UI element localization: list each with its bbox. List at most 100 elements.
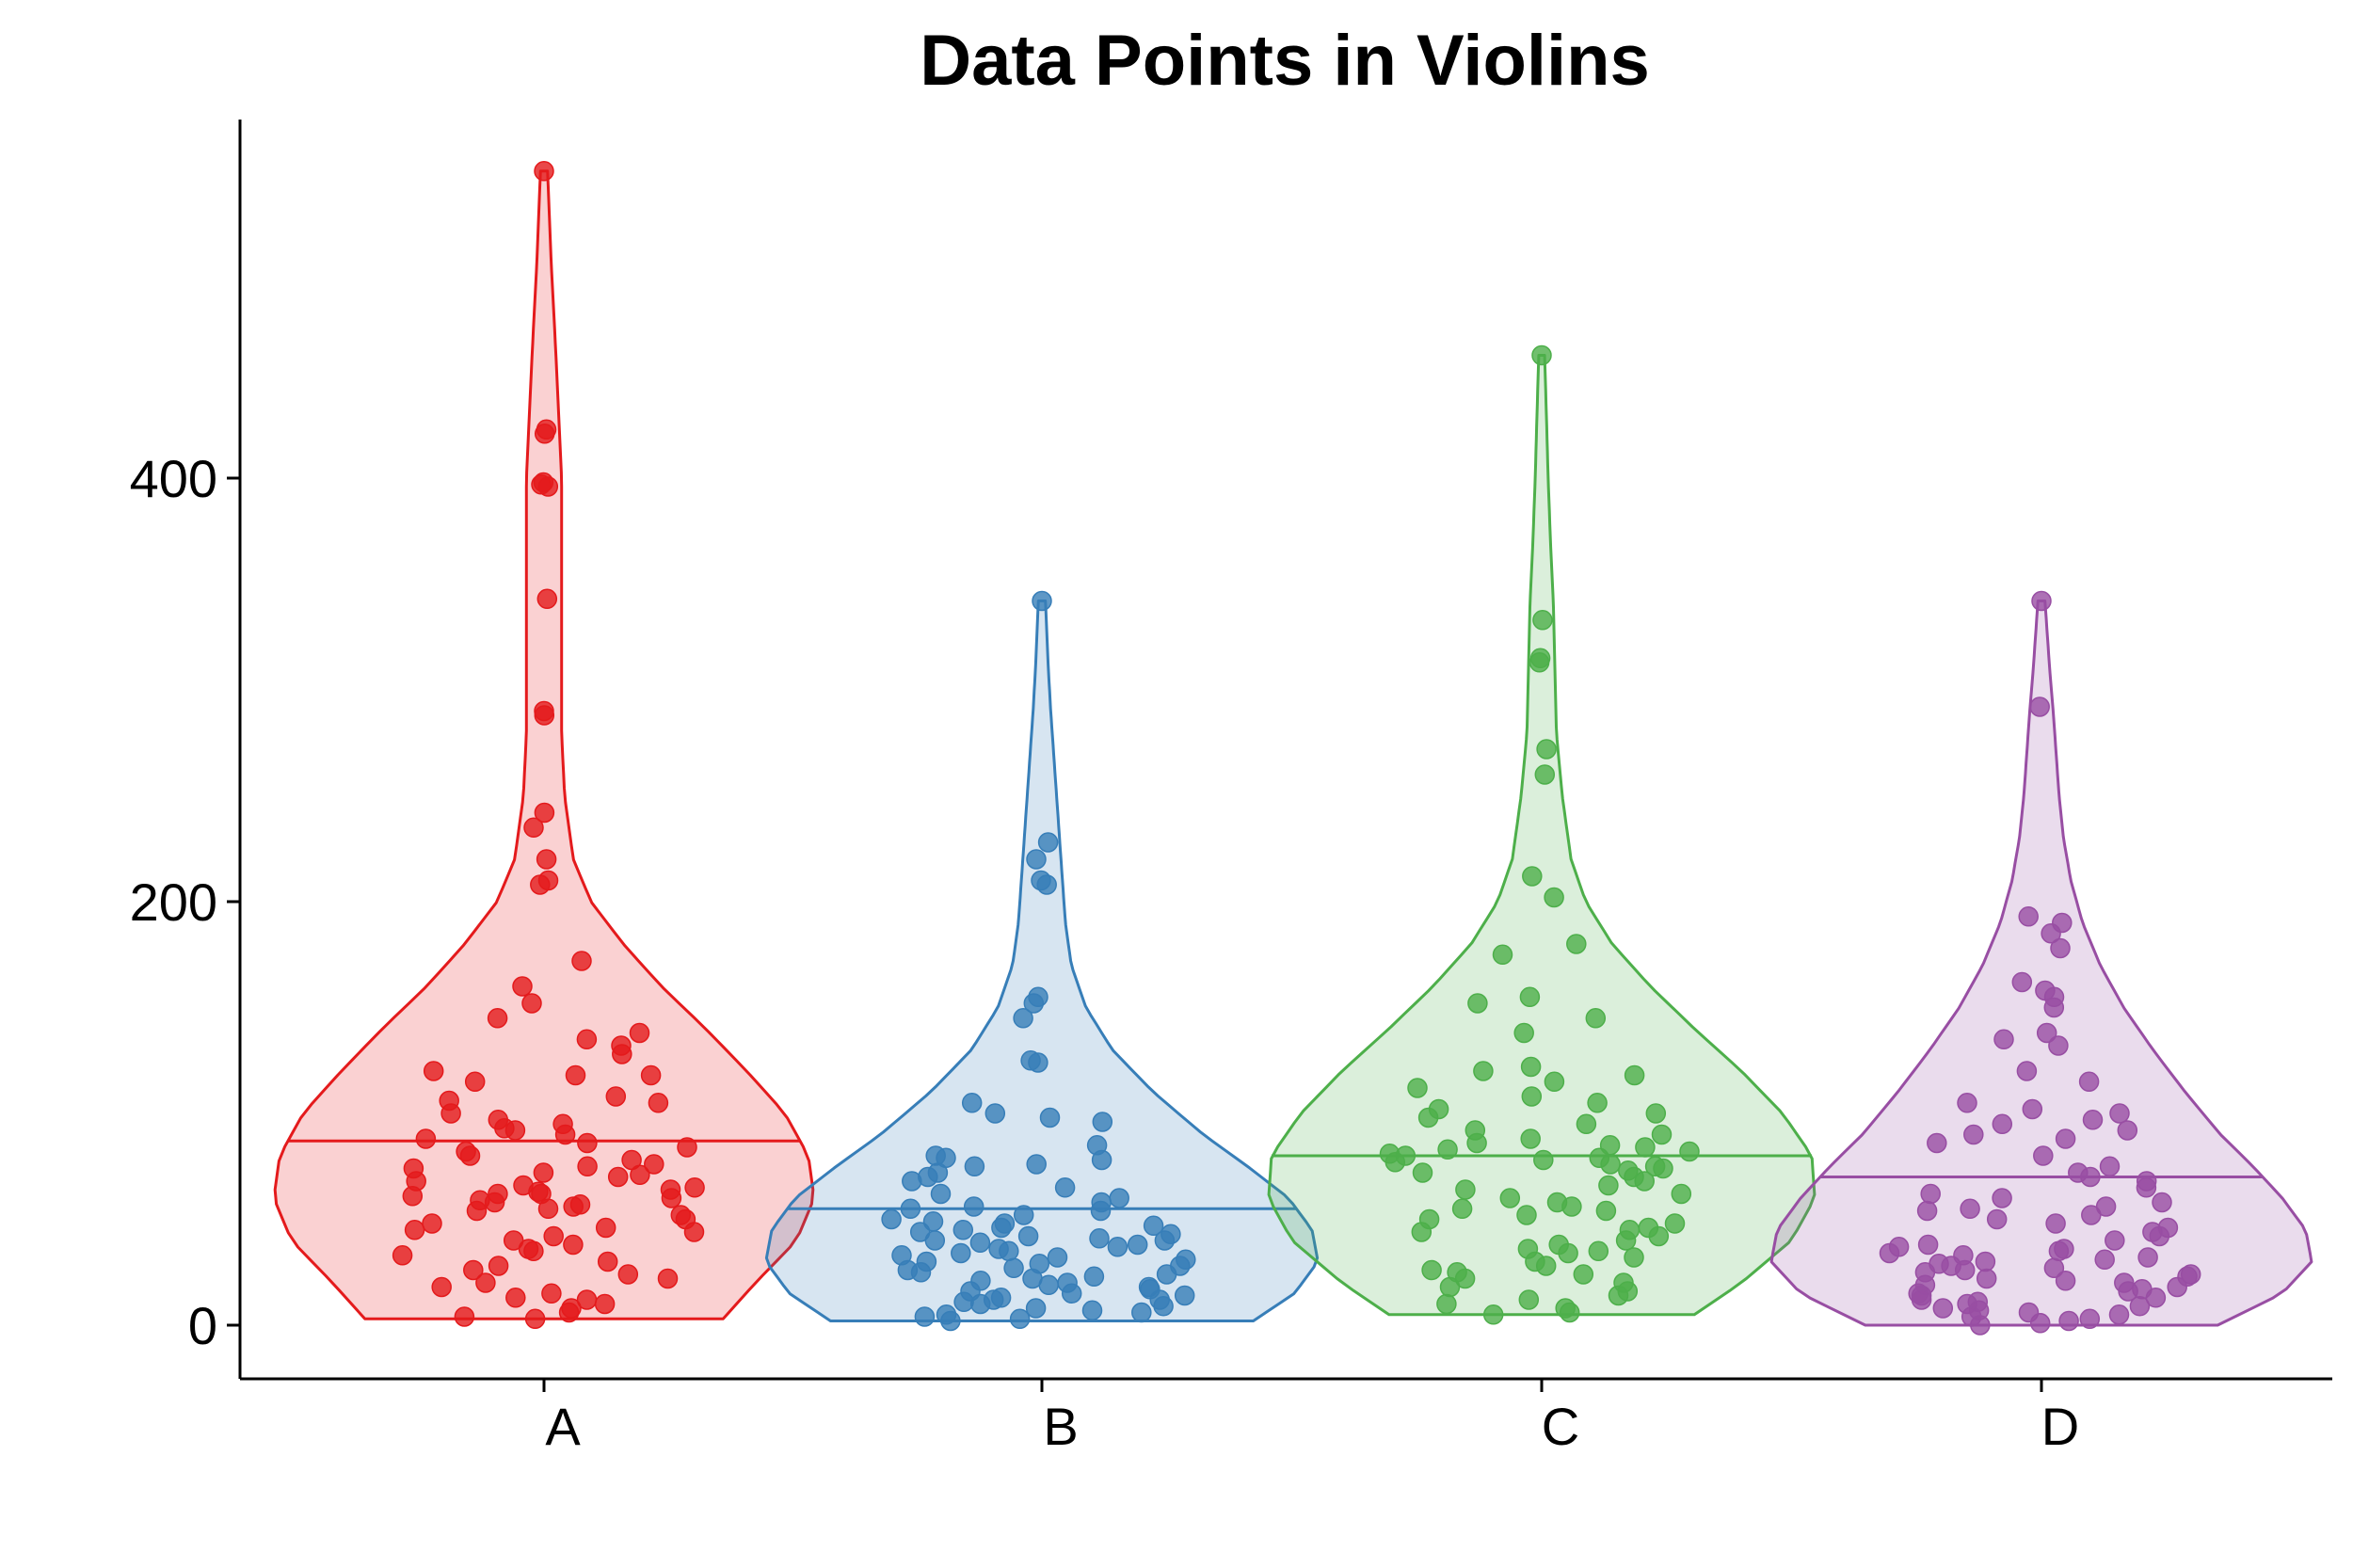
data-point (2029, 1313, 2051, 1334)
data-point (1598, 1175, 1619, 1196)
data-point (2041, 923, 2061, 944)
data-point (595, 1217, 616, 1239)
data-point (617, 1264, 639, 1285)
data-point (1061, 1283, 1082, 1304)
data-point (1003, 1257, 1024, 1279)
data-point (2081, 1205, 2102, 1225)
data-point (607, 1166, 629, 1188)
data-point (1026, 849, 1047, 870)
data-point (1411, 1222, 1433, 1242)
data-point (2117, 1120, 2138, 1141)
data-point (1153, 1296, 1174, 1317)
data-point (565, 1064, 586, 1086)
data-point (423, 1061, 444, 1081)
data-point (1615, 1230, 1637, 1251)
data-point (2043, 997, 2065, 1018)
data-point (1131, 1302, 1152, 1323)
data-point (914, 1306, 936, 1327)
data-point (1576, 1113, 1597, 1135)
data-point (1679, 1141, 1700, 1162)
data-point (1090, 1200, 1112, 1222)
data-point (1992, 1188, 2012, 1208)
data-point (2033, 1145, 2054, 1166)
data-point (1635, 1137, 1656, 1158)
data-point (1561, 1196, 1582, 1217)
violin-d (1769, 590, 2313, 1336)
y-tick-label: 200 (130, 872, 217, 932)
data-point (1439, 1276, 1461, 1298)
data-point (2080, 1166, 2101, 1188)
data-point (459, 1145, 481, 1166)
data-point (1544, 1071, 1565, 1093)
data-point (1520, 1056, 1542, 1078)
data-point (2149, 1225, 2170, 1247)
data-point (2152, 1192, 2172, 1213)
data-point (630, 1164, 650, 1186)
violin-body (1267, 354, 1817, 1317)
data-point (2058, 1310, 2079, 1332)
data-point (2108, 1304, 2130, 1325)
data-point (524, 1308, 546, 1330)
data-point (1585, 1008, 1607, 1029)
data-point (1648, 1225, 1670, 1247)
data-point (1017, 1225, 1039, 1247)
data-point (558, 1302, 580, 1323)
data-point (512, 976, 533, 997)
data-point (1451, 1198, 1473, 1220)
data-point (629, 1022, 650, 1044)
data-point (1107, 1237, 1128, 1257)
data-point (1957, 1093, 1977, 1113)
data-point (1976, 1268, 1997, 1289)
data-point (463, 1259, 484, 1281)
data-point (1588, 1240, 1609, 1262)
data-point (991, 1217, 1012, 1239)
data-point (1026, 1154, 1047, 1175)
data-point (2048, 1240, 2070, 1262)
data-point (1531, 344, 1552, 366)
data-point (576, 1029, 598, 1050)
data-point (1091, 1149, 1112, 1171)
data-point (2137, 1247, 2158, 1268)
data-point (2109, 1103, 2130, 1124)
data-point (521, 993, 542, 1014)
y-tick-label: 0 (188, 1296, 217, 1355)
data-point (1520, 1128, 1541, 1149)
data-point (1127, 1234, 1148, 1256)
data-point (537, 476, 559, 497)
data-point (640, 1064, 662, 1086)
data-point (648, 1093, 669, 1113)
data-point (594, 1293, 616, 1315)
data-point (431, 1276, 452, 1298)
data-point (1412, 1162, 1433, 1183)
data-point (1671, 1183, 1692, 1205)
data-point (1054, 1177, 1076, 1198)
violin-body (764, 600, 1320, 1322)
data-point (984, 1103, 1006, 1124)
x-tick-label: A (545, 1397, 581, 1456)
data-point (1039, 1107, 1061, 1128)
data-point (536, 849, 557, 870)
data-point (924, 1230, 946, 1251)
data-point (577, 1132, 598, 1154)
data-point (1608, 1285, 1629, 1306)
data-point (661, 1188, 682, 1208)
data-point (1454, 1268, 1476, 1289)
data-point (2036, 1022, 2057, 1044)
data-point (969, 1232, 991, 1254)
data-point (534, 424, 555, 444)
data-point (2011, 971, 2033, 993)
data-point (1023, 993, 1045, 1014)
data-point (1587, 1093, 1608, 1113)
data-point (1986, 1208, 2008, 1230)
data-point (1573, 1264, 1594, 1285)
data-point (1013, 1008, 1033, 1029)
data-point (1437, 1139, 1458, 1160)
axes-layer (238, 120, 2332, 1381)
data-point (563, 1234, 584, 1256)
data-point (1174, 1285, 1195, 1306)
data-point (1992, 1113, 2013, 1135)
data-point (1455, 1179, 1476, 1200)
data-point (1533, 1149, 1554, 1171)
data-point (1156, 1264, 1177, 1285)
data-point (1436, 1293, 1457, 1315)
